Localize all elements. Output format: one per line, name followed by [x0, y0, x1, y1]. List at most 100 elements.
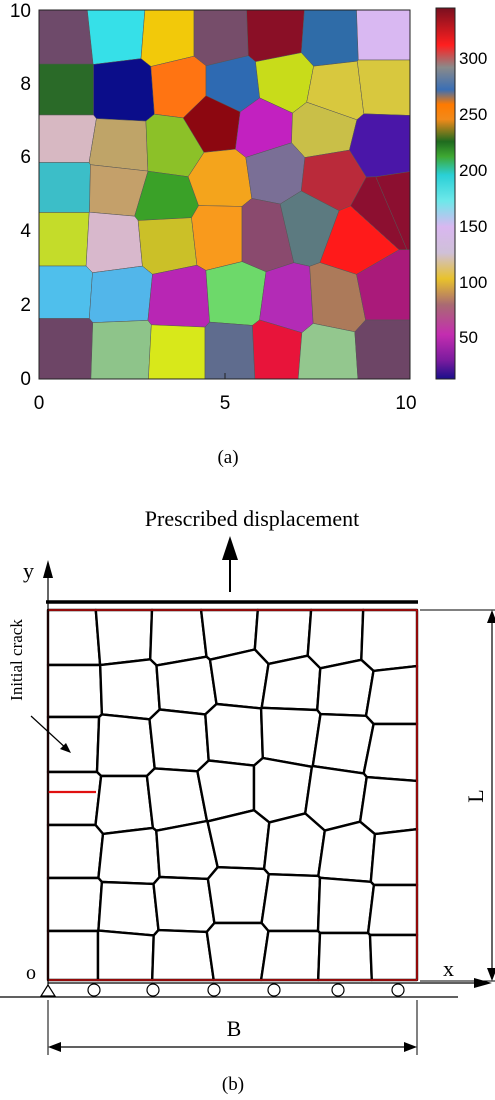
- grain-boundary-cell: [94, 774, 155, 836]
- y-tick-label: 0: [20, 369, 31, 390]
- grain-color-map: [38, 9, 411, 380]
- x-tick-label: 0: [34, 393, 45, 414]
- grain-boundary-cell: [150, 928, 215, 982]
- grain-cell: [191, 205, 243, 271]
- width-dimension: [47, 1000, 418, 1055]
- grain-boundary-cell: [152, 875, 216, 934]
- grain-cell: [89, 265, 153, 323]
- grain-boundary-cell: [358, 775, 419, 836]
- grain-boundary-cell: [208, 648, 270, 710]
- grain-boundary-cell: [155, 655, 218, 716]
- x-axis-label: x: [443, 956, 454, 981]
- crack-pointer-arrow-icon: [30, 715, 71, 753]
- grain-boundary-mesh: [46, 608, 419, 982]
- grain-cell: [38, 114, 97, 163]
- grain-cell: [90, 320, 152, 380]
- y-axis-arrow-icon: [43, 560, 53, 985]
- grain-boundary-cell: [46, 770, 103, 827]
- grain-cell: [88, 118, 149, 172]
- grain-boundary-cell: [46, 929, 100, 982]
- grain-boundary-cell: [46, 663, 104, 719]
- caption-b: (b): [222, 1074, 244, 1095]
- grain-boundary-cell: [95, 713, 156, 778]
- grain-boundary-cell: [317, 931, 373, 982]
- grain-cell: [87, 9, 146, 65]
- grain-cell: [38, 63, 94, 116]
- grain-boundary-cell: [368, 933, 419, 982]
- x-tick-label: 5: [220, 393, 231, 414]
- origin-label: o: [26, 962, 36, 984]
- length-dimension: [420, 609, 495, 982]
- grain-boundary-cell: [205, 921, 270, 982]
- grain-boundary-cell: [46, 823, 105, 880]
- grain-boundary-cell: [317, 820, 377, 883]
- grain-cell: [85, 211, 143, 273]
- grain-cell: [297, 323, 359, 380]
- grain-boundary-cell: [259, 929, 322, 982]
- grain-boundary-cell: [262, 812, 326, 878]
- grain-boundary-cell: [260, 873, 322, 933]
- y-tick-label: 6: [20, 147, 31, 168]
- y-axis-label: y: [23, 558, 34, 583]
- x-tick-label: 10: [395, 393, 416, 414]
- grain-cell: [357, 59, 411, 116]
- prescribed-displacement-label: Prescribed displacement: [145, 506, 359, 531]
- displacement-arrow-icon: [222, 536, 238, 592]
- colorbar: 50 100 150 200 250 300: [435, 7, 487, 380]
- grain-cell: [137, 217, 198, 275]
- pin-support-icon: [39, 983, 57, 997]
- grain-boundary-cell: [259, 706, 322, 768]
- y-tick-label: 4: [20, 221, 31, 242]
- colorbar-tick: 100: [459, 273, 487, 292]
- grain-boundary-cell: [306, 608, 365, 670]
- colorbar-tick: 250: [459, 105, 487, 124]
- grain-boundary-cell: [46, 876, 104, 933]
- grain-cell: [38, 9, 94, 65]
- grain-boundary-cell: [46, 608, 102, 667]
- grain-cell: [301, 9, 359, 67]
- x-axis: 0 5 10: [34, 373, 417, 414]
- grain-boundary-cell: [360, 608, 419, 673]
- grain-boundary-cell: [97, 826, 161, 886]
- grain-cell: [38, 162, 91, 213]
- roller-support-icon: [391, 983, 405, 997]
- y-tick-label: 8: [20, 74, 31, 95]
- roller-support-icon: [146, 983, 160, 997]
- roller-support-icon: [267, 983, 281, 997]
- grain-boundary-cell: [206, 809, 271, 871]
- grain-boundary-cell: [98, 658, 161, 721]
- grain-boundary-cell: [369, 828, 419, 887]
- grain-boundary-cell: [148, 708, 210, 773]
- grain-cell: [38, 265, 93, 319]
- grain-boundary-cell: [362, 722, 419, 783]
- roller-support-icon: [207, 983, 221, 997]
- grain-cell: [38, 318, 94, 380]
- grain-boundary-cell: [316, 876, 376, 935]
- roller-supports: [87, 983, 405, 997]
- caption-a: (a): [217, 447, 238, 468]
- grain-boundary-cell: [46, 715, 101, 774]
- grain-cell: [147, 264, 210, 328]
- grain-boundary-cell: [206, 866, 270, 925]
- grain-cell: [38, 212, 90, 267]
- length-label: L: [463, 789, 488, 802]
- grain-cell: [354, 319, 411, 380]
- grain-cell: [148, 324, 206, 380]
- initial-crack-label: Initial crack: [7, 619, 26, 701]
- y-tick-label: 10: [10, 1, 31, 22]
- y-tick-label: 2: [20, 295, 31, 316]
- grain-boundary-cell: [260, 654, 322, 712]
- colorbar-tick: 50: [459, 328, 478, 347]
- grain-boundary-cell: [316, 658, 375, 717]
- y-axis: 0 2 4 6 8 10: [10, 1, 32, 390]
- colorbar-tick: 300: [459, 49, 487, 68]
- grain-cell: [205, 261, 267, 326]
- grain-boundary-cell: [366, 883, 419, 937]
- grain-cell: [204, 321, 256, 380]
- grain-boundary-cell: [204, 702, 264, 767]
- grain-boundary-cell: [96, 929, 155, 982]
- grain-cell: [356, 9, 411, 61]
- grain-boundary-cell: [97, 880, 160, 937]
- roller-support-icon: [87, 983, 101, 997]
